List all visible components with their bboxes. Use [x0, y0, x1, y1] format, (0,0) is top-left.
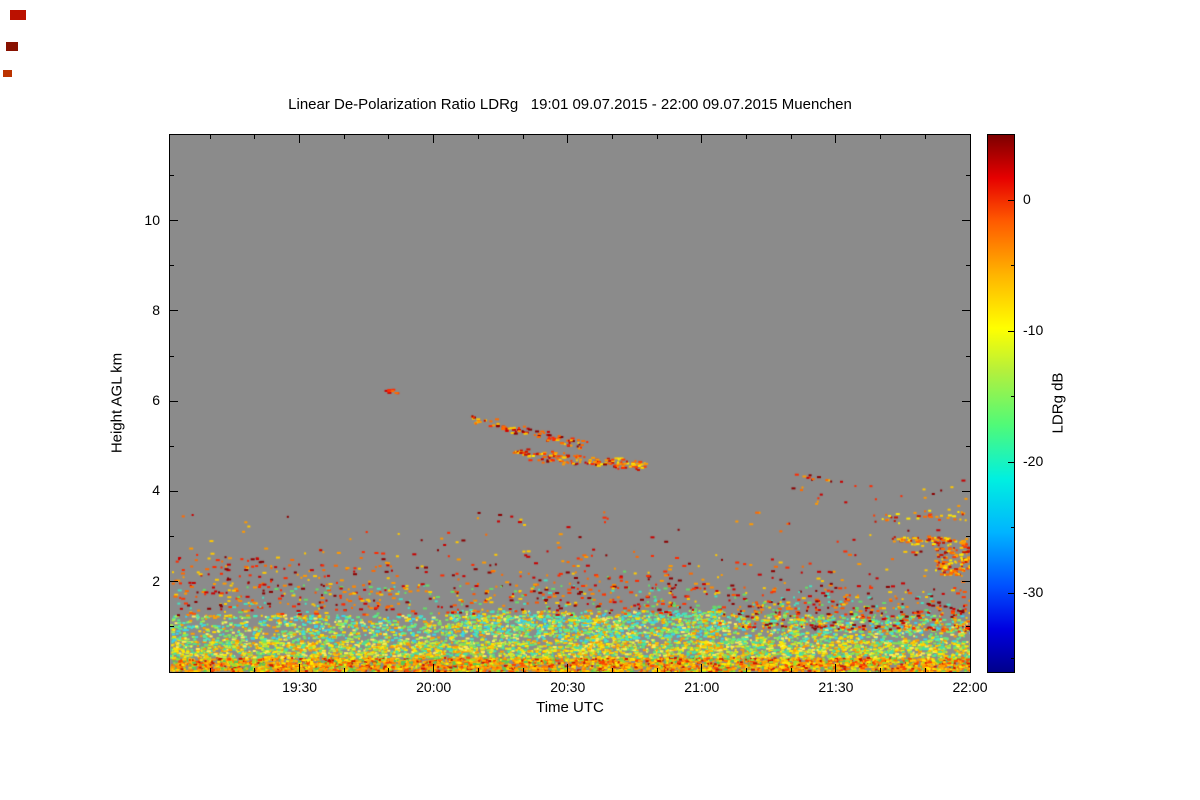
x-minor-tick-top — [254, 135, 256, 139]
x-minor-tick — [209, 668, 211, 672]
x-minor-tick-top — [209, 135, 211, 139]
x-minor-tick — [790, 668, 792, 672]
x-minor-tick — [388, 668, 390, 672]
heatmap-canvas — [170, 135, 970, 672]
artifact-mark — [10, 10, 26, 20]
x-tick-label: 20:00 — [416, 679, 452, 695]
y-major-tick-right — [962, 400, 970, 402]
x-minor-tick — [924, 668, 926, 672]
y-tick-label: 4 — [152, 482, 160, 499]
artifact-mark — [3, 70, 12, 77]
x-minor-tick — [656, 668, 658, 672]
x-major-tick-top — [701, 135, 703, 143]
x-major-tick — [567, 664, 569, 672]
x-major-tick-top — [969, 135, 971, 143]
x-major-tick-top — [835, 135, 837, 143]
x-tick-label: 22:00 — [952, 679, 988, 695]
y-minor-tick — [170, 626, 174, 628]
colorbar-major-tick — [1008, 330, 1014, 332]
y-minor-tick-right — [966, 355, 970, 357]
colorbar-minor-tick — [1011, 658, 1014, 660]
x-minor-tick — [746, 668, 748, 672]
colorbar — [987, 134, 1015, 673]
x-minor-tick — [880, 668, 882, 672]
x-minor-tick — [477, 668, 479, 672]
y-tick-label: 10 — [144, 211, 160, 228]
x-minor-tick-top — [746, 135, 748, 139]
x-minor-tick-top — [790, 135, 792, 139]
x-major-tick — [299, 664, 301, 672]
y-minor-tick — [170, 265, 174, 267]
colorbar-minor-tick — [1011, 265, 1014, 267]
x-tick-label: 19:30 — [282, 679, 318, 695]
x-minor-tick-top — [388, 135, 390, 139]
colorbar-tick-label: 0 — [1023, 191, 1031, 208]
artifact-mark — [6, 42, 18, 51]
x-major-tick-top — [299, 135, 301, 143]
colorbar-tick-label: -30 — [1023, 584, 1044, 601]
x-major-tick-top — [433, 135, 435, 143]
colorbar-major-tick — [1008, 199, 1014, 201]
y-major-tick — [170, 581, 178, 583]
y-major-tick — [170, 400, 178, 402]
x-axis-label: Time UTC — [536, 699, 604, 716]
colorbar-minor-tick — [1011, 527, 1014, 529]
y-minor-tick — [170, 445, 174, 447]
x-minor-tick-top — [343, 135, 345, 139]
x-minor-tick-top — [611, 135, 613, 139]
y-major-tick-right — [962, 581, 970, 583]
y-tick-label: 6 — [152, 392, 160, 409]
y-minor-tick — [170, 355, 174, 357]
x-major-tick — [969, 664, 971, 672]
x-minor-tick — [522, 668, 524, 672]
y-major-tick — [170, 310, 178, 312]
y-tick-label: 8 — [152, 301, 160, 318]
chart-title: Linear De-Polarization Ratio LDRg 19:01 … — [288, 96, 852, 113]
x-minor-tick — [254, 668, 256, 672]
colorbar-tick-label: -10 — [1023, 322, 1044, 339]
colorbar-minor-tick — [1011, 396, 1014, 398]
y-minor-tick-right — [966, 445, 970, 447]
x-tick-label: 21:30 — [818, 679, 854, 695]
y-major-tick-right — [962, 490, 970, 492]
y-major-tick — [170, 490, 178, 492]
x-minor-tick-top — [522, 135, 524, 139]
x-minor-tick-top — [656, 135, 658, 139]
y-minor-tick — [170, 536, 174, 538]
y-major-tick-right — [962, 310, 970, 312]
x-major-tick-top — [567, 135, 569, 143]
colorbar-tick-label: -20 — [1023, 453, 1044, 470]
x-minor-tick — [611, 668, 613, 672]
x-minor-tick-top — [924, 135, 926, 139]
colorbar-major-tick — [1008, 461, 1014, 463]
x-minor-tick-top — [880, 135, 882, 139]
x-minor-tick-top — [477, 135, 479, 139]
y-minor-tick-right — [966, 536, 970, 538]
y-minor-tick-right — [966, 265, 970, 267]
x-minor-tick — [343, 668, 345, 672]
colorbar-label: LDRg dB — [1049, 372, 1067, 434]
colorbar-gradient — [988, 135, 1014, 672]
plot-area — [169, 134, 971, 673]
y-major-tick-right — [962, 220, 970, 222]
x-tick-label: 21:00 — [684, 679, 720, 695]
y-major-tick — [170, 220, 178, 222]
x-major-tick — [701, 664, 703, 672]
x-major-tick — [835, 664, 837, 672]
x-major-tick — [433, 664, 435, 672]
colorbar-major-tick — [1008, 592, 1014, 594]
y-minor-tick-right — [966, 626, 970, 628]
y-minor-tick-right — [966, 175, 970, 177]
x-tick-label: 20:30 — [550, 679, 586, 695]
y-minor-tick — [170, 175, 174, 177]
y-tick-label: 2 — [152, 572, 160, 589]
